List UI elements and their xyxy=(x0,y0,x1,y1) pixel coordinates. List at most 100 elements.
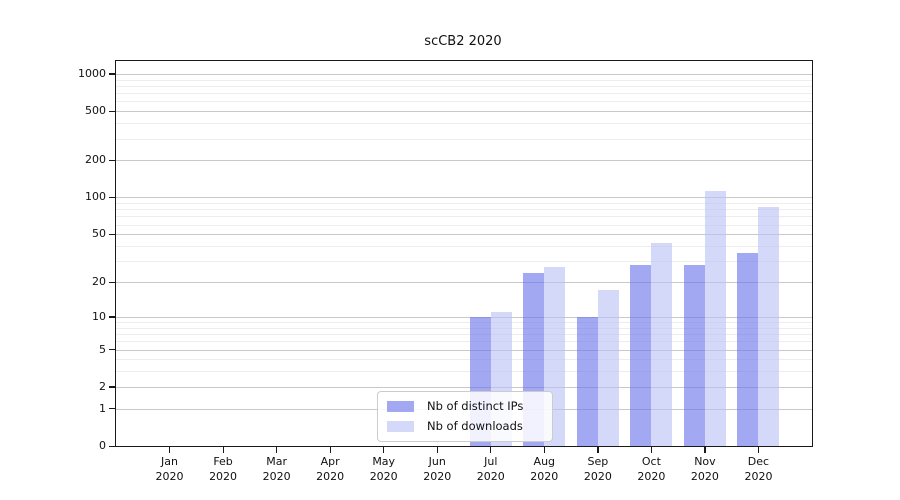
y-tick-label: 500 xyxy=(85,104,106,118)
gridline-minor xyxy=(116,123,812,125)
y-tick-mark xyxy=(109,316,115,318)
gridline-major xyxy=(116,316,812,318)
x-tick-year: 2020 xyxy=(530,470,559,483)
gridline-minor xyxy=(116,321,812,323)
x-tick-mark xyxy=(329,447,331,453)
gridline-minor xyxy=(116,138,812,140)
y-tick-label: 1000 xyxy=(78,66,106,80)
bar-nb-of-distinct-ips xyxy=(683,264,705,446)
x-tick-mark xyxy=(169,447,171,453)
x-tick-label: Oct 2020 xyxy=(619,454,683,484)
x-tick-year: 2020 xyxy=(423,470,452,483)
gridline-minor xyxy=(116,371,812,373)
x-tick-year: 2020 xyxy=(690,470,719,483)
x-tick-mark xyxy=(650,447,653,453)
gridline-minor xyxy=(116,216,812,218)
y-tick-mark xyxy=(109,196,115,199)
gridline-major xyxy=(116,349,812,351)
y-tick-mark xyxy=(109,408,115,410)
y-tick-label: 5 xyxy=(99,342,106,356)
x-tick-year: 2020 xyxy=(476,470,505,483)
x-tick-mark xyxy=(490,447,492,453)
gridline-minor xyxy=(116,203,812,205)
y-tick-mark xyxy=(109,386,115,388)
legend-swatch-downloads xyxy=(387,420,414,432)
legend: Nb of distinct IPs Nb of downloads xyxy=(377,391,553,442)
x-tick-mark xyxy=(704,447,706,453)
x-tick-label: Aug 2020 xyxy=(512,454,576,484)
bar-nb-of-distinct-ips xyxy=(630,264,652,446)
x-tick-year: 2020 xyxy=(637,470,666,483)
legend-row-downloads: Nb of downloads xyxy=(387,418,542,434)
bar-nb-of-downloads xyxy=(651,243,673,446)
legend-label-distinct-ips: Nb of distinct IPs xyxy=(427,399,524,413)
x-tick-year: 2020 xyxy=(316,470,345,483)
y-tick-label: 2 xyxy=(99,379,106,393)
y-tick-label: 0 xyxy=(99,439,106,452)
x-tick-label: Dec 2020 xyxy=(726,454,790,484)
x-tick-label: Jan 2020 xyxy=(138,454,202,484)
x-tick-year: 2020 xyxy=(369,470,398,483)
legend-swatch-distinct-ips xyxy=(387,400,414,412)
gridline-major xyxy=(116,197,812,199)
gridline-major xyxy=(116,111,812,113)
gridline-minor xyxy=(116,101,812,103)
gridline-major xyxy=(116,386,812,388)
y-tick-mark xyxy=(109,281,115,283)
bar-nb-of-distinct-ips xyxy=(737,253,759,446)
gridline-minor xyxy=(116,79,812,81)
gridline-minor xyxy=(116,85,812,87)
gridline-major xyxy=(116,160,812,162)
gridline-minor xyxy=(116,334,812,336)
y-tick-mark xyxy=(109,73,115,75)
y-tick-label: 200 xyxy=(85,153,106,167)
x-tick-label: Sep 2020 xyxy=(566,454,630,484)
gridline-major xyxy=(116,234,812,236)
x-tick-year: 2020 xyxy=(583,470,612,483)
gridline-minor xyxy=(116,341,812,343)
bar-nb-of-downloads xyxy=(758,207,780,446)
x-tick-mark xyxy=(276,447,278,453)
x-tick-label: Feb 2020 xyxy=(191,454,255,484)
plot-area: 0 1 2 5 10 20 50 100 200 500 1000 Jan 2020 Feb 2020 Mar… xyxy=(78,60,813,483)
gridline-minor xyxy=(116,327,812,329)
gridline-minor xyxy=(116,359,812,361)
y-tick-mark xyxy=(109,445,115,447)
x-tick-label: May 2020 xyxy=(352,454,416,484)
x-tick-mark xyxy=(757,447,760,453)
gridline-minor xyxy=(116,246,812,247)
y-tick-label: 100 xyxy=(85,190,106,204)
x-tick-mark xyxy=(597,447,599,453)
gridline-minor xyxy=(116,209,812,211)
x-tick-label: Nov 2020 xyxy=(673,454,737,484)
x-tick-mark xyxy=(543,447,545,453)
y-tick-mark xyxy=(109,233,115,235)
bar-nb-of-distinct-ips xyxy=(576,316,598,446)
legend-label-downloads: Nb of downloads xyxy=(427,419,523,433)
x-tick-mark xyxy=(383,447,385,453)
gridline-minor xyxy=(116,261,812,263)
x-tick-mark xyxy=(436,447,438,453)
x-tick-year: 2020 xyxy=(209,470,238,483)
chart-title: scCB2 2020 xyxy=(424,34,502,49)
x-tick-year: 2020 xyxy=(262,470,291,483)
gridline-major xyxy=(116,282,812,284)
x-tick-label: Mar 2020 xyxy=(245,454,309,484)
y-tick-label: 50 xyxy=(92,227,106,241)
y-tick-mark xyxy=(109,110,115,112)
gridline-major xyxy=(116,73,812,75)
x-tick-label: Apr 2020 xyxy=(298,454,362,484)
y-tick-mark xyxy=(109,349,115,351)
bar-nb-of-downloads xyxy=(704,191,726,446)
x-tick-label: Jun 2020 xyxy=(405,454,469,484)
bar-nb-of-downloads xyxy=(597,290,619,446)
legend-row-distinct-ips: Nb of distinct IPs xyxy=(387,398,542,414)
gridline-minor xyxy=(116,224,812,226)
y-tick-label: 20 xyxy=(92,275,106,289)
x-tick-label: Jul 2020 xyxy=(459,454,523,484)
x-tick-mark xyxy=(222,447,224,453)
y-tick-label: 10 xyxy=(92,309,106,323)
y-tick-label: 1 xyxy=(99,401,106,415)
x-tick-year: 2020 xyxy=(155,470,184,483)
